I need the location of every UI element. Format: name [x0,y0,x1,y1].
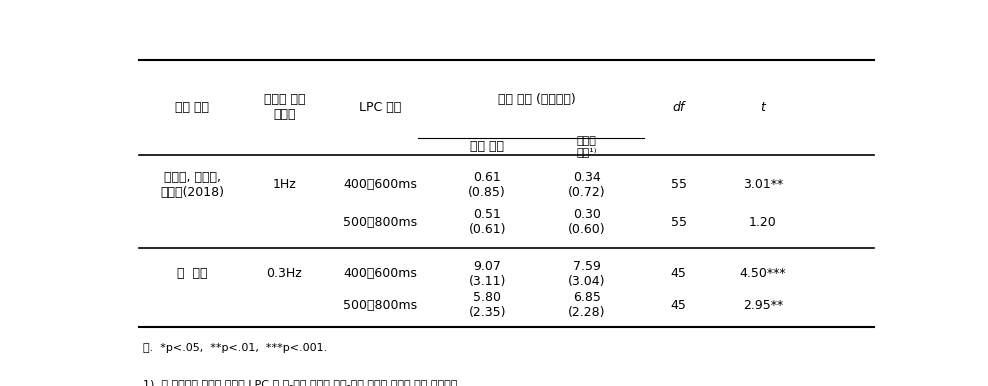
Text: t: t [761,101,766,114]
Text: 400＾600ms: 400＾600ms [343,267,417,280]
Text: 400＾600ms: 400＾600ms [343,178,417,191]
Text: LPC 구간: LPC 구간 [359,101,401,114]
Text: 500＾800ms: 500＾800ms [343,299,417,312]
Text: 주.  *p<.05,  **p<.01,  ***p<.001.: 주. *p<.05, **p<.01, ***p<.001. [142,343,327,353]
Text: 5.80
(2.35): 5.80 (2.35) [468,291,506,319]
Text: 3.01**: 3.01** [743,178,782,191]
Text: 45: 45 [671,299,687,312]
Text: 0.3Hz: 0.3Hz [267,267,302,280]
Text: 1Hz: 1Hz [273,178,296,191]
Text: 500＾800ms: 500＾800ms [343,216,417,229]
Text: 연구 구분: 연구 구분 [176,101,209,114]
Text: 평균 진폭 (표준편차): 평균 진폭 (표준편차) [498,93,576,106]
Text: 55: 55 [671,216,687,229]
Text: 1)  이 분석에서 비목격 자극의 LPC 는 색-변형 자극과 형태-변형 자극을 평균한 것을 사용했다.: 1) 이 분석에서 비목격 자극의 LPC 는 색-변형 자극과 형태-변형 자… [142,379,460,386]
Text: df: df [673,101,685,114]
Text: 1.20: 1.20 [749,216,777,229]
Text: 45: 45 [671,267,687,280]
Text: 9.07
(3.11): 9.07 (3.11) [468,260,506,288]
Text: 고주파 필터
절단점: 고주파 필터 절단점 [264,93,305,121]
Text: 2.95**: 2.95** [743,299,782,312]
Text: 55: 55 [671,178,687,191]
Text: 비목격
자극¹⁾: 비목격 자극¹⁾ [577,136,597,157]
Text: 함근수, 김기평,
정호진(2018): 함근수, 김기평, 정호진(2018) [160,171,224,199]
Text: 0.34
(0.72): 0.34 (0.72) [568,171,606,199]
Text: 7.59
(3.04): 7.59 (3.04) [568,260,606,288]
Text: 본  연구: 본 연구 [177,267,207,280]
Text: 4.50***: 4.50*** [740,267,786,280]
Text: 목격 자극: 목격 자극 [470,140,504,153]
Text: 6.85
(2.28): 6.85 (2.28) [568,291,606,319]
Text: 0.30
(0.60): 0.30 (0.60) [568,208,606,236]
Text: 0.51
(0.61): 0.51 (0.61) [468,208,506,236]
Text: 0.61
(0.85): 0.61 (0.85) [468,171,506,199]
